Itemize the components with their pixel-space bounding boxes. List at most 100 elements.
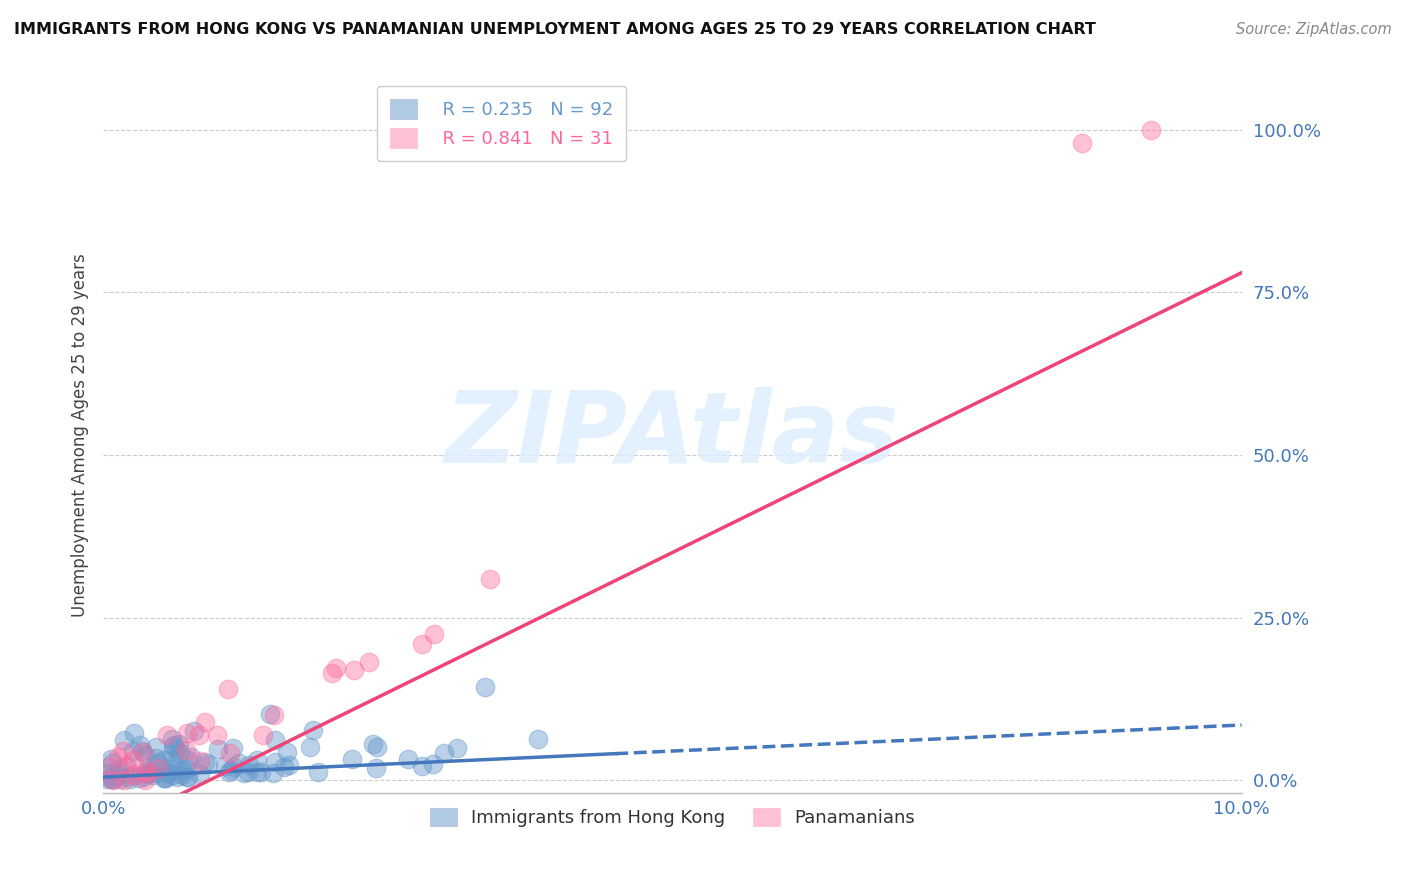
Point	[361, 737, 384, 751]
Point	[366, 761, 388, 775]
Point	[214, 759, 236, 773]
Y-axis label: Unemployment Among Ages 25 to 29 years: Unemployment Among Ages 25 to 29 years	[72, 253, 89, 617]
Point	[134, 765, 156, 780]
Point	[160, 762, 183, 776]
Point	[122, 743, 145, 757]
Point	[167, 737, 190, 751]
Point	[222, 759, 245, 773]
Point	[153, 771, 176, 785]
Point	[176, 753, 198, 767]
Point	[207, 742, 229, 756]
Point	[263, 708, 285, 723]
Point	[136, 765, 159, 780]
Point	[246, 764, 269, 779]
Point	[163, 756, 186, 771]
Point	[194, 755, 217, 769]
Point	[217, 682, 239, 697]
Point	[1139, 122, 1161, 136]
Point	[396, 752, 419, 766]
Point	[142, 768, 165, 782]
Point	[152, 753, 174, 767]
Point	[101, 772, 124, 787]
Point	[96, 772, 118, 787]
Point	[172, 768, 194, 782]
Point	[299, 739, 322, 754]
Point	[340, 752, 363, 766]
Point	[176, 770, 198, 784]
Point	[479, 572, 502, 586]
Point	[238, 757, 260, 772]
Point	[474, 680, 496, 694]
Point	[236, 765, 259, 780]
Point	[96, 765, 118, 780]
Point	[136, 766, 159, 780]
Point	[190, 754, 212, 768]
Point	[128, 771, 150, 785]
Point	[359, 655, 381, 669]
Point	[219, 746, 242, 760]
Point	[218, 764, 240, 779]
Point	[170, 764, 193, 778]
Legend: Immigrants from Hong Kong, Panamanians: Immigrants from Hong Kong, Panamanians	[423, 801, 922, 834]
Point	[250, 765, 273, 780]
Point	[100, 752, 122, 766]
Point	[134, 772, 156, 787]
Point	[120, 772, 142, 787]
Point	[252, 728, 274, 742]
Point	[103, 772, 125, 786]
Point	[155, 765, 177, 780]
Point	[366, 740, 388, 755]
Point	[132, 745, 155, 759]
Point	[118, 769, 141, 783]
Point	[188, 767, 211, 781]
Point	[307, 765, 329, 780]
Point	[111, 744, 134, 758]
Point	[114, 759, 136, 773]
Point	[135, 764, 157, 779]
Point	[134, 747, 156, 762]
Point	[169, 746, 191, 760]
Point	[100, 756, 122, 770]
Point	[107, 750, 129, 764]
Point	[276, 745, 298, 759]
Point	[108, 763, 131, 777]
Point	[108, 772, 131, 787]
Point	[422, 757, 444, 772]
Point	[176, 762, 198, 776]
Point	[155, 771, 177, 785]
Point	[526, 731, 548, 746]
Point	[135, 766, 157, 780]
Text: IMMIGRANTS FROM HONG KONG VS PANAMANIAN UNEMPLOYMENT AMONG AGES 25 TO 29 YEARS C: IMMIGRANTS FROM HONG KONG VS PANAMANIAN …	[14, 22, 1095, 37]
Point	[143, 759, 166, 773]
Point	[259, 707, 281, 722]
Point	[433, 746, 456, 760]
Point	[187, 728, 209, 742]
Point	[446, 741, 468, 756]
Point	[325, 661, 347, 675]
Point	[264, 733, 287, 747]
Point	[232, 765, 254, 780]
Point	[155, 728, 177, 742]
Point	[165, 742, 187, 756]
Point	[205, 728, 228, 742]
Point	[1071, 136, 1094, 150]
Point	[263, 756, 285, 770]
Point	[108, 768, 131, 782]
Text: ZIPAtlas: ZIPAtlas	[444, 387, 900, 483]
Point	[166, 770, 188, 784]
Point	[342, 663, 364, 677]
Point	[129, 738, 152, 752]
Point	[145, 751, 167, 765]
Point	[146, 761, 169, 775]
Point	[112, 772, 135, 787]
Point	[194, 714, 217, 729]
Point	[139, 766, 162, 780]
Point	[174, 742, 197, 756]
Point	[153, 771, 176, 785]
Point	[146, 756, 169, 771]
Point	[277, 757, 299, 772]
Point	[162, 740, 184, 755]
Point	[159, 753, 181, 767]
Point	[112, 733, 135, 747]
Point	[177, 770, 200, 784]
